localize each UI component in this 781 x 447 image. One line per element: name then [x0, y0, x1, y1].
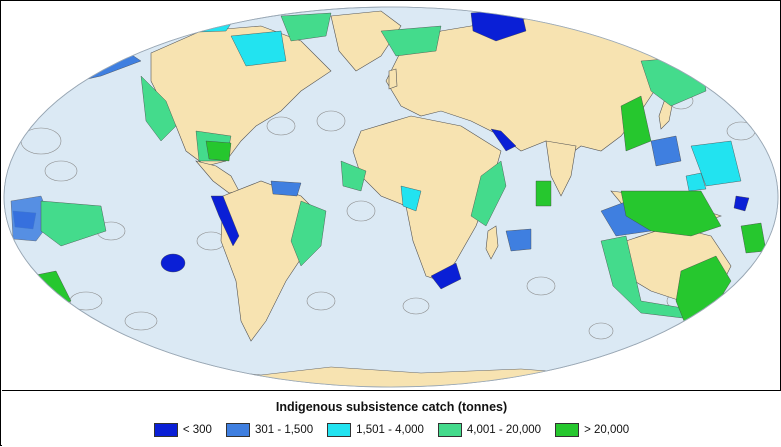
- legend-label: > 20,000: [584, 424, 630, 436]
- greenland: [330, 10, 402, 72]
- india: [545, 140, 577, 197]
- legend-item: < 300: [153, 423, 212, 437]
- world-map: [3, 6, 779, 388]
- legend-item: 4,001 - 20,000: [437, 423, 542, 437]
- legend-swatch: [327, 423, 352, 437]
- madagascar: [485, 225, 499, 260]
- new-zealand: [728, 285, 747, 320]
- legend-swatch: [437, 423, 462, 437]
- legend-swatch: [555, 423, 580, 437]
- legend-item: 301 - 1,500: [225, 423, 314, 437]
- legend-items: < 300 301 - 1,500 1,501 - 4,000 4,001 - …: [2, 423, 781, 437]
- legend-item: > 20,000: [555, 423, 629, 437]
- legend-swatch: [153, 423, 178, 437]
- map-legend: Indigenous subsistence catch (tonnes) < …: [2, 390, 781, 447]
- legend-label: < 300: [182, 424, 212, 436]
- legend-swatch: [225, 423, 250, 437]
- legend-label: 301 - 1,500: [254, 424, 314, 436]
- legend-title: Indigenous subsistence catch (tonnes): [275, 400, 508, 414]
- legend-item: 1,501 - 4,000: [327, 423, 424, 437]
- great-britain: [388, 68, 398, 90]
- legend-label: 4,001 - 20,000: [466, 424, 542, 436]
- legend-label: 1,501 - 4,000: [356, 424, 424, 436]
